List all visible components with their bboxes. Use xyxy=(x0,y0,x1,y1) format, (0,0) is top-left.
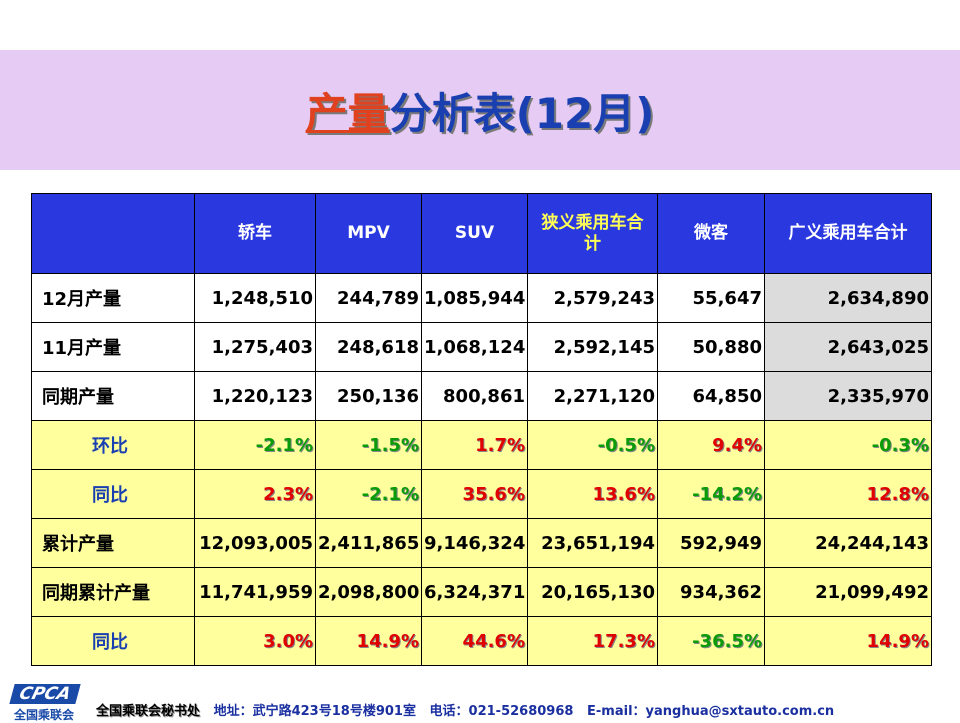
table-cell: 2,335,970 xyxy=(764,371,932,421)
row-label: 11月产量 xyxy=(31,322,195,372)
logo-cn-text: 全国乘联会 xyxy=(13,708,74,722)
table-cell: 1,220,123 xyxy=(194,371,316,421)
table-cell: 13.6% xyxy=(527,469,658,519)
table-cell: 9,146,324 xyxy=(421,518,528,568)
table-row: 同期产量 1,220,123 250,136 800,861 2,271,120 64,8… xyxy=(31,371,932,421)
table-cell: 592,949 xyxy=(657,518,765,568)
table-cell: 55,647 xyxy=(657,273,765,323)
table-cell: -0.5% xyxy=(527,420,658,470)
table-cell: 2,634,890 xyxy=(764,273,932,323)
row-label: 同期产量 xyxy=(31,371,195,421)
table-cell: 64,850 xyxy=(657,371,765,421)
header-cell-microvan: 微客 xyxy=(657,193,765,274)
table-cell: 20,165,130 xyxy=(527,567,658,617)
footer-email: E-mail：yanghua@sxtauto.com.cn xyxy=(587,704,835,719)
table-cell: 3.0% xyxy=(194,616,316,666)
title-band xyxy=(0,50,960,170)
table-cell: 934,362 xyxy=(657,567,765,617)
table-cell: 2,579,243 xyxy=(527,273,658,323)
table-cell: 1,275,403 xyxy=(194,322,316,372)
table-cell: 1,085,944 xyxy=(421,273,528,323)
table-cell: 1,248,510 xyxy=(194,273,316,323)
row-label: 环比 xyxy=(31,420,195,470)
row-label: 同比 xyxy=(31,469,195,519)
footer-contact: 全国乘联会秘书处 地址：武宁路423号18号楼901室 电话：021-52680… xyxy=(96,700,834,719)
table-cell: 14.9% xyxy=(315,616,422,666)
row-label: 同比 xyxy=(31,616,195,666)
table-cell: 250,136 xyxy=(315,371,422,421)
table-cell: 2,271,120 xyxy=(527,371,658,421)
table-cell: 2,411,865 xyxy=(315,518,422,568)
table-cell: 248,618 xyxy=(315,322,422,372)
table-cell: -36.5% xyxy=(657,616,765,666)
header-cell-mpv: MPV xyxy=(315,193,422,274)
header-cell-blank xyxy=(31,193,195,274)
table-row: 同比 3.0% 14.9% 44.6% 17.3% -36.5% 14.9% xyxy=(31,616,932,666)
table-row: 11月产量 1,275,403 248,618 1,068,124 2,592,145 5… xyxy=(31,322,932,372)
table-cell: 6,324,371 xyxy=(421,567,528,617)
table-cell: -1.5% xyxy=(315,420,422,470)
table-cell: 17.3% xyxy=(527,616,658,666)
header-cell-narrow-total: 狭义乘用车合计 xyxy=(527,193,658,274)
footer-phone: 电话：021-52680968 xyxy=(429,704,574,719)
table-cell: 21,099,492 xyxy=(764,567,932,617)
cpca-logo: CPCA 全国乘联会 xyxy=(4,684,84,722)
table-cell: 9.4% xyxy=(657,420,765,470)
page-title: 产量分析表(12月) xyxy=(0,80,960,141)
table-cell: 800,861 xyxy=(421,371,528,421)
footer-org: 全国乘联会秘书处 xyxy=(96,704,201,719)
header-narrow-total-text: 狭义乘用车合计 xyxy=(541,212,644,254)
table-cell: 14.9% xyxy=(764,616,932,666)
table-cell: 2.3% xyxy=(194,469,316,519)
table-cell: -2.1% xyxy=(315,469,422,519)
footer-address: 地址：武宁路423号18号楼901室 xyxy=(213,704,416,719)
table-cell: 44.6% xyxy=(421,616,528,666)
table-cell: -14.2% xyxy=(657,469,765,519)
header-cell-sedan: 轿车 xyxy=(194,193,316,274)
header-cell-suv: SUV xyxy=(421,193,528,274)
table-cell: 2,643,025 xyxy=(764,322,932,372)
table-row: 环比 -2.1% -1.5% 1.7% -0.5% 9.4% -0.3% xyxy=(31,420,932,470)
table-cell: -2.1% xyxy=(194,420,316,470)
table-cell: 2,098,800 xyxy=(315,567,422,617)
table-row: 12月产量 1,248,510 244,789 1,085,944 2,579,243 5… xyxy=(31,273,932,323)
table-cell: 244,789 xyxy=(315,273,422,323)
table-cell: 35.6% xyxy=(421,469,528,519)
table-row: 累计产量 12,093,005 2,411,865 9,146,324 23,651,1… xyxy=(31,518,932,568)
table-row: 同比 2.3% -2.1% 35.6% 13.6% -14.2% 12.8% xyxy=(31,469,932,519)
table-cell: 50,880 xyxy=(657,322,765,372)
title-highlight: 产量 xyxy=(305,89,390,138)
table-header-row: 轿车 MPV SUV 狭义乘用车合计 微客 广义乘用车合计 xyxy=(31,193,932,274)
row-label: 12月产量 xyxy=(31,273,195,323)
table-row: 同期累计产量 11,741,959 2,098,800 6,324,371 20,165… xyxy=(31,567,932,617)
table-cell: 12,093,005 xyxy=(194,518,316,568)
row-label: 同期累计产量 xyxy=(31,567,195,617)
table-cell: 12.8% xyxy=(764,469,932,519)
table-cell: 1,068,124 xyxy=(421,322,528,372)
title-rest: 分析表(12月) xyxy=(389,89,655,138)
row-label: 累计产量 xyxy=(31,518,195,568)
table-cell: 2,592,145 xyxy=(527,322,658,372)
production-table: 轿车 MPV SUV 狭义乘用车合计 微客 广义乘用车合计 12月产量 1,248… xyxy=(31,193,932,666)
footer: CPCA 全国乘联会 全国乘联会秘书处 地址：武宁路423号18号楼901室 电… xyxy=(0,680,960,722)
header-cell-broad-total: 广义乘用车合计 xyxy=(764,193,932,274)
table-cell: 24,244,143 xyxy=(764,518,932,568)
table-cell: 23,651,194 xyxy=(527,518,658,568)
logo-cpca-text: CPCA xyxy=(9,684,81,704)
table-cell: -0.3% xyxy=(764,420,932,470)
table-cell: 11,741,959 xyxy=(194,567,316,617)
table-cell: 1.7% xyxy=(421,420,528,470)
